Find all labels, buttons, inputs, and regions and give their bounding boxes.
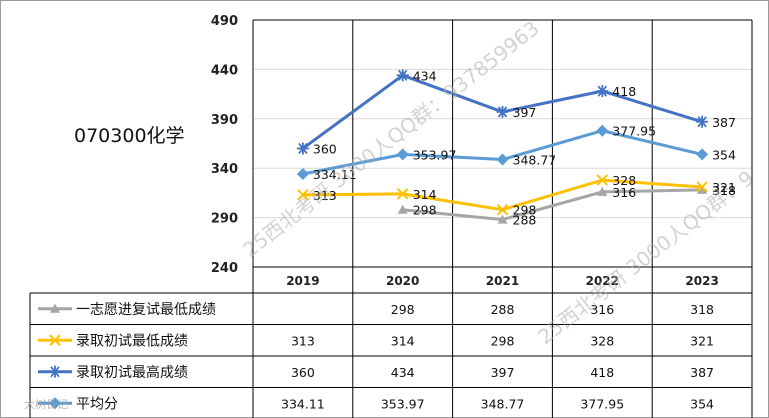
marker-diamond — [496, 153, 509, 166]
table-cell: 298 — [491, 333, 515, 348]
table-row-label: 一志愿进复试最低成绩 — [76, 301, 216, 318]
data-label: 334.11 — [313, 167, 357, 182]
table-cell: 288 — [491, 302, 515, 317]
marker-x — [596, 174, 609, 186]
data-label: 354 — [712, 147, 736, 162]
table-cell: 314 — [391, 333, 415, 348]
watermark-corner: 大树日记 — [24, 397, 68, 411]
y-tick-label: 440 — [211, 63, 238, 78]
marker-star — [696, 115, 709, 128]
data-label: 418 — [612, 84, 636, 99]
marker-star — [496, 105, 509, 118]
data-label: 434 — [413, 68, 437, 83]
table-row-label: 录取初试最低成绩 — [76, 332, 188, 349]
y-axis-ticks: 240 290 340 390 440 490 — [211, 14, 238, 276]
table-cell: 298 — [391, 302, 415, 317]
data-label: 397 — [513, 105, 537, 120]
data-label: 387 — [712, 115, 736, 130]
table-row-label: 平均分 — [76, 396, 118, 412]
marker-star — [49, 365, 61, 378]
marker-x — [297, 189, 309, 201]
data-label: 321 — [712, 180, 736, 195]
y-tick-label: 490 — [211, 14, 238, 29]
table-cell: 328 — [590, 333, 614, 348]
marker-star — [596, 85, 609, 98]
data-label: 316 — [612, 185, 636, 200]
subject-code-label: 070300化学 — [74, 125, 185, 147]
x-tick-label: 2022 — [586, 274, 619, 288]
marker-triangle — [497, 214, 508, 224]
table-cell: 377.95 — [580, 396, 624, 411]
table-cell: 321 — [690, 333, 714, 348]
data-label: 348.77 — [513, 153, 557, 168]
y-tick-label: 240 — [211, 261, 238, 276]
marker-triangle — [597, 186, 608, 196]
table-cell: 316 — [590, 302, 614, 317]
marker-diamond — [596, 124, 609, 137]
marker-diamond — [396, 148, 409, 161]
table-cell: 360 — [291, 365, 315, 380]
marker-triangle — [397, 204, 408, 214]
table-cell: 313 — [291, 333, 315, 348]
marker-triangle — [697, 184, 708, 194]
data-label: 298 — [413, 203, 437, 218]
x-tick-label: 2019 — [286, 274, 319, 288]
y-tick-label: 390 — [211, 113, 238, 128]
table-cell: 334.11 — [281, 396, 325, 411]
marker-triangle — [50, 303, 60, 313]
data-label: 353.97 — [413, 147, 457, 162]
table-cell: 348.77 — [481, 396, 525, 411]
series-line — [402, 188, 703, 222]
y-tick-label: 340 — [211, 162, 238, 177]
data-label: 314 — [413, 187, 437, 202]
marker-diamond — [696, 148, 709, 161]
data-label: 328 — [612, 173, 636, 188]
marker-x — [49, 334, 61, 346]
marker-star — [296, 142, 309, 155]
table-cell: 434 — [391, 365, 415, 380]
marker-diamond — [296, 168, 309, 181]
data-label: 298 — [513, 203, 537, 218]
x-tick-label: 2023 — [685, 274, 718, 288]
x-tick-label: 2021 — [486, 274, 519, 288]
table-cell: 353.97 — [381, 396, 425, 411]
data-label: 360 — [313, 141, 337, 156]
series-markers — [296, 69, 709, 224]
marker-x — [496, 203, 509, 216]
data-label: 318 — [712, 183, 736, 198]
marker-x — [396, 188, 409, 200]
marker-star — [396, 69, 409, 82]
data-label: 377.95 — [612, 124, 656, 139]
table-row-label: 录取初试最高成绩 — [76, 364, 188, 381]
data-label: 288 — [513, 213, 537, 228]
marker-x — [696, 181, 708, 193]
y-tick-label: 290 — [211, 212, 238, 227]
table-cell: 387 — [690, 365, 714, 380]
marker-diamond — [49, 397, 61, 410]
table-cell: 397 — [491, 365, 515, 380]
table-cell: 418 — [590, 365, 614, 380]
data-table: 2019 2020 2021 2022 2023 一志愿进复试最低成绩 298 288 316 3… — [29, 266, 752, 418]
x-tick-label: 2020 — [386, 274, 419, 288]
table-cell: 354 — [690, 396, 714, 411]
table-cell: 318 — [690, 302, 714, 317]
data-label: 313 — [313, 188, 337, 203]
